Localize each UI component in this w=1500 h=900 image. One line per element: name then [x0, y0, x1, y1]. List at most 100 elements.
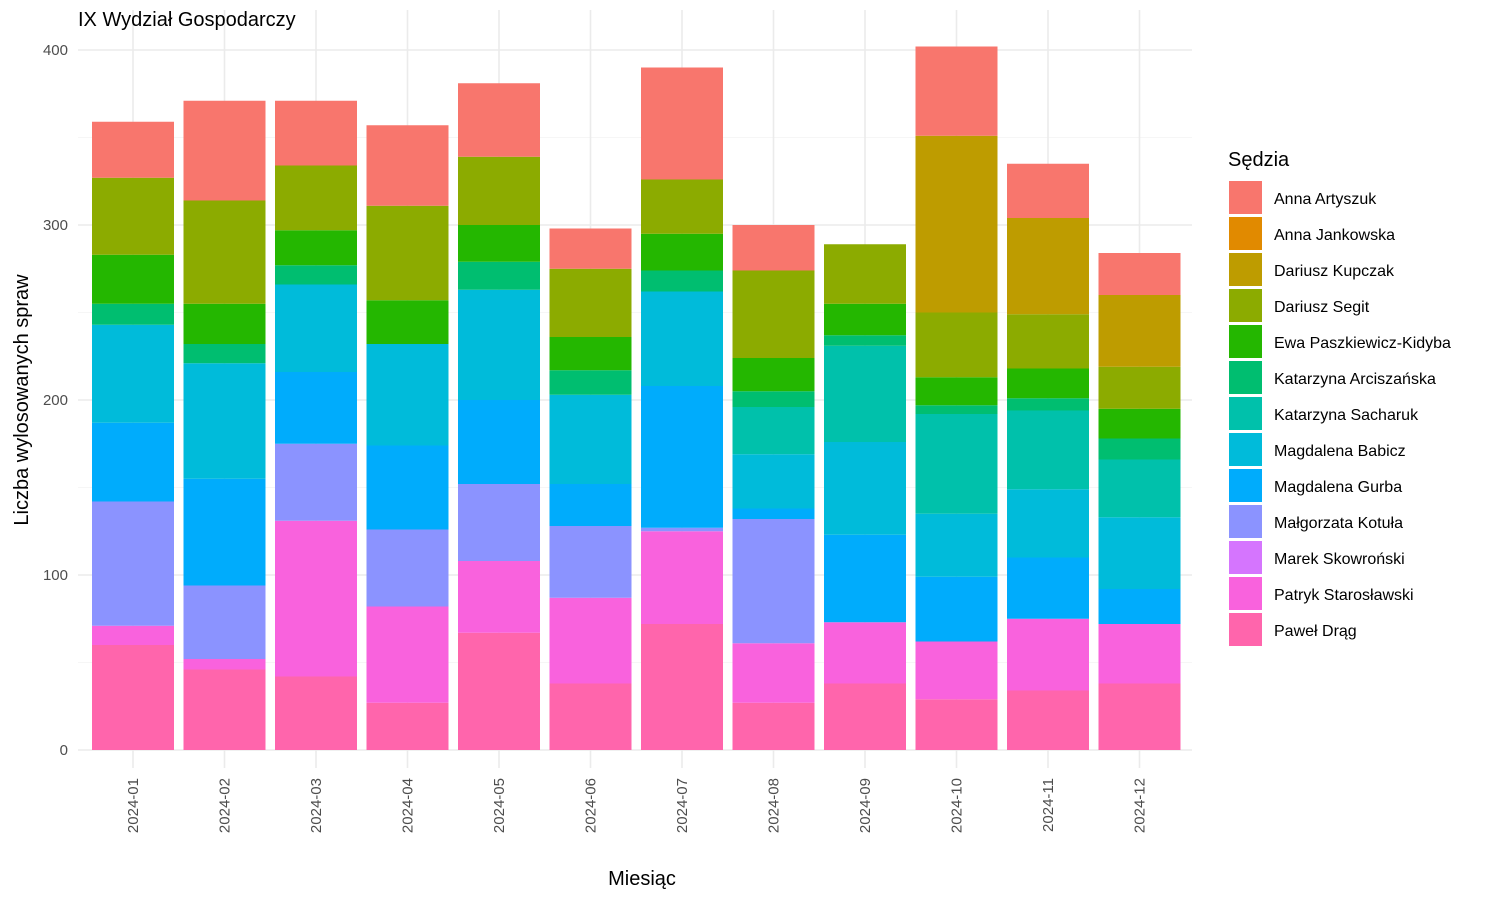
y-tick-label: 100 — [43, 567, 68, 584]
y-axis-ticks: 0 100 200 300 400 — [43, 42, 68, 759]
bar-segment — [366, 606, 449, 703]
bar-segment — [915, 135, 998, 313]
legend-label: Marek Skowroński — [1274, 551, 1405, 568]
bar-segment — [275, 443, 357, 521]
bar-segment — [458, 261, 540, 290]
bar-segment — [641, 624, 723, 750]
bar-segment — [1007, 218, 1089, 315]
bar-segment — [92, 422, 174, 502]
bar-segment — [458, 561, 540, 633]
bar-segment — [1098, 589, 1181, 624]
bar-segment — [732, 391, 815, 407]
legend-label: Magdalena Gurba — [1274, 479, 1402, 496]
legend-label: Patryk Starosławski — [1274, 587, 1414, 604]
legend-label: Katarzyna Arciszańska — [1274, 371, 1436, 388]
x-tick-label: 2024-12 — [1132, 778, 1149, 833]
legend-swatch — [1229, 325, 1262, 358]
bar-segment — [549, 337, 632, 371]
legend-label: Anna Artyszuk — [1274, 191, 1377, 208]
bar-segment — [366, 205, 449, 301]
legend-swatch — [1229, 361, 1262, 394]
bar-segment — [732, 407, 815, 455]
bar-segment — [824, 622, 906, 684]
bar-segment — [824, 244, 906, 304]
bar-segment — [366, 125, 449, 206]
bar-segment — [915, 405, 998, 414]
bar-segment — [92, 501, 174, 626]
bar-segment — [1007, 690, 1089, 750]
legend-swatch — [1229, 217, 1262, 250]
bar-segment — [275, 372, 357, 444]
x-tick-label: 2024-07 — [674, 778, 691, 833]
x-axis-ticks: 2024-01 2024-02 2024-03 2024-04 2024-05 2024-… — [125, 778, 1149, 833]
x-tick-label: 2024-04 — [400, 778, 417, 833]
bar-segment — [915, 377, 998, 406]
y-tick-label: 300 — [43, 217, 68, 234]
legend-swatch — [1229, 613, 1262, 646]
bar-segment — [1098, 517, 1181, 589]
bar-segment — [366, 702, 449, 750]
legend-swatch — [1229, 253, 1262, 286]
x-tick-label: 2024-03 — [308, 778, 325, 833]
bar-segment — [641, 291, 723, 386]
bar-segment — [549, 526, 632, 598]
y-tick-label: 0 — [60, 742, 68, 759]
bar-segment — [183, 303, 266, 344]
bar-segment — [92, 177, 174, 255]
bar-segment — [732, 508, 815, 519]
bar-segment — [458, 484, 540, 561]
bar-segment — [641, 386, 723, 528]
bar-segment — [824, 303, 906, 336]
x-tick-label: 2024-08 — [766, 778, 783, 833]
bar-segment — [275, 676, 357, 750]
bar-segment — [549, 228, 632, 269]
legend-swatch — [1229, 289, 1262, 322]
bar-segment — [458, 156, 540, 225]
bar-segment — [915, 414, 998, 514]
legend-label: Dariusz Segit — [1274, 299, 1370, 316]
bar-segment — [915, 576, 998, 642]
legend-swatch — [1229, 469, 1262, 502]
bar-segment — [1007, 314, 1089, 369]
legend-swatch — [1229, 541, 1262, 574]
bar-segment — [275, 265, 357, 285]
bar-segment — [1007, 618, 1089, 691]
legend-swatch — [1229, 577, 1262, 610]
bar-segment — [92, 645, 174, 750]
legend-title: Sędzia — [1228, 149, 1290, 171]
legend-label: Magdalena Babicz — [1274, 443, 1406, 460]
bar-segment — [641, 67, 723, 180]
y-tick-label: 400 — [43, 42, 68, 59]
bar-segment — [732, 454, 815, 509]
bar-segment — [732, 270, 815, 358]
bar-segment — [1098, 683, 1181, 750]
bar-segment — [915, 312, 998, 378]
bar-segment — [92, 324, 174, 423]
bar-segment — [458, 83, 540, 157]
legend-label: Dariusz Kupczak — [1274, 263, 1395, 280]
bar-segment — [366, 445, 449, 530]
bar-segment — [1007, 557, 1089, 619]
bar-segment — [1098, 366, 1181, 409]
bar-segment — [458, 225, 540, 262]
bar-segment — [458, 289, 540, 400]
bar-segment — [92, 625, 174, 645]
bar-segment — [183, 669, 266, 750]
bar-segment — [183, 585, 266, 659]
bar-segment — [915, 699, 998, 750]
bar-segment — [641, 527, 723, 532]
x-tick-label: 2024-09 — [857, 778, 874, 833]
legend: Sędzia Anna Artyszuk Anna Jankowska Darius… — [1228, 149, 1451, 646]
bar-segment — [1098, 253, 1181, 295]
bar-segment — [1098, 408, 1181, 439]
bar-segment — [1098, 438, 1181, 460]
bar-segment — [275, 165, 357, 231]
bar-segment — [366, 344, 449, 446]
bar-segment — [183, 344, 266, 364]
bar-segment — [275, 230, 357, 266]
bar-segment — [1007, 368, 1089, 399]
legend-label: Katarzyna Sacharuk — [1274, 407, 1419, 424]
bar-segment — [549, 484, 632, 526]
x-tick-label: 2024-02 — [217, 778, 234, 833]
y-tick-label: 200 — [43, 392, 68, 409]
